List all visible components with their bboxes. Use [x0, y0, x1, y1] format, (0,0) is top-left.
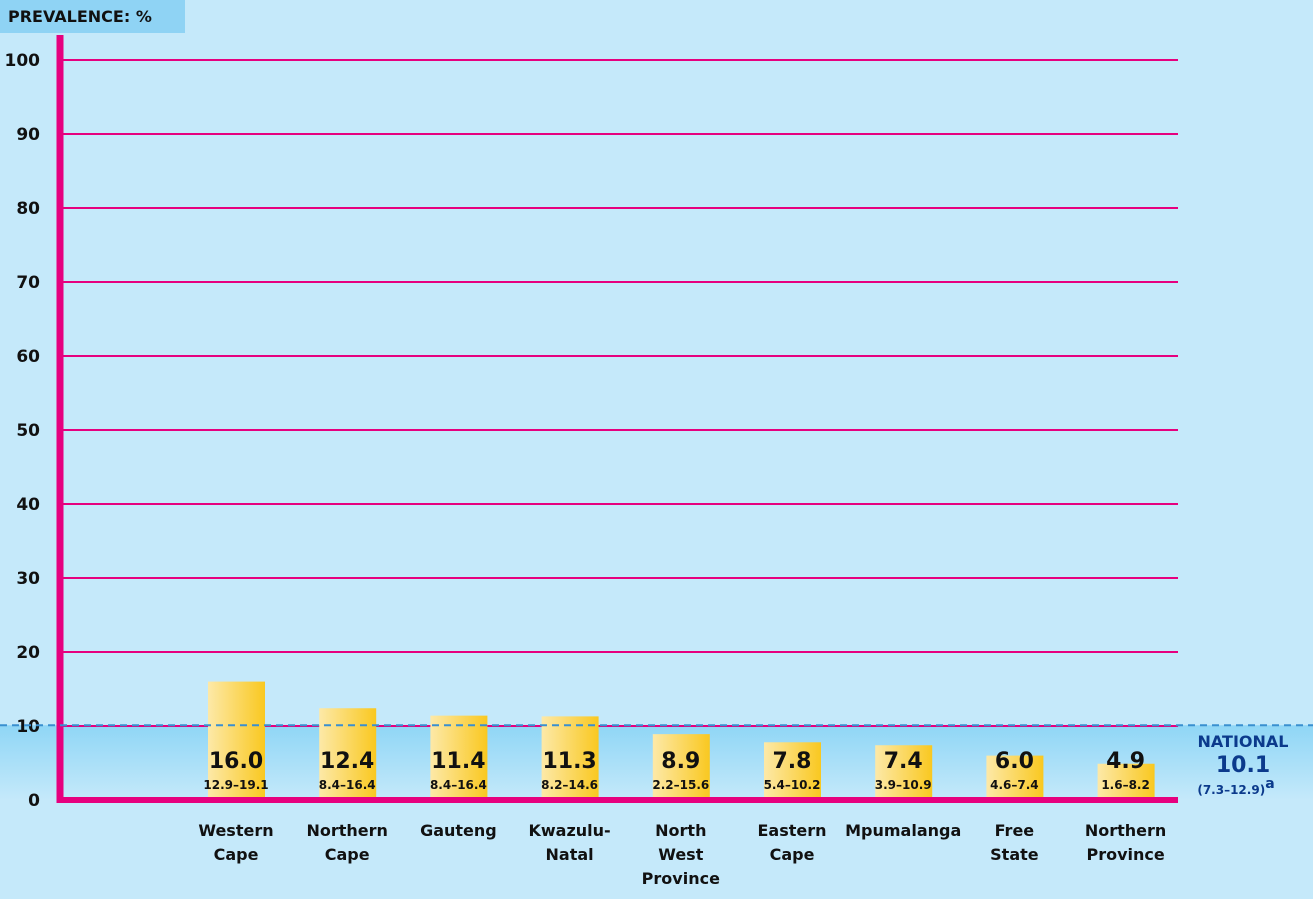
- x-tick-line: Province: [1086, 845, 1164, 864]
- value-label: 16.0: [209, 749, 263, 774]
- interval-label: 4.6–7.4: [990, 778, 1039, 792]
- interval-label: 5.4–10.2: [764, 778, 821, 792]
- bar: [986, 755, 1044, 800]
- value-label: 12.4: [320, 749, 374, 774]
- x-tick-line: Northern: [306, 821, 387, 840]
- value-label: 8.9: [661, 749, 700, 774]
- x-tick-line: Mpumalanga: [845, 821, 961, 840]
- x-tick-label: Western Cape: [198, 821, 273, 864]
- y-tick-label: 30: [16, 569, 40, 589]
- bar: [875, 745, 933, 800]
- interval-label: 8.2–14.6: [541, 778, 598, 792]
- x-tick-line: Northern: [1085, 821, 1166, 840]
- bar: [1097, 763, 1155, 800]
- national-interval: (7.3–12.9)a: [1197, 776, 1274, 797]
- x-tick-label: Kwazulu- Natal: [528, 821, 610, 864]
- title-box: [0, 0, 185, 33]
- x-tick-line: Kwazulu-: [528, 821, 610, 840]
- x-tick-line: West: [658, 845, 703, 864]
- y-tick-label: 10: [16, 717, 40, 737]
- x-tick-line: Cape: [325, 845, 370, 864]
- interval-label: 8.4–16.4: [430, 778, 487, 792]
- x-tick-line: North: [655, 821, 706, 840]
- interval-label: 8.4–16.4: [319, 778, 376, 792]
- x-tick-line: Eastern: [757, 821, 826, 840]
- interval-label: 2.2–15.6: [652, 778, 709, 792]
- national-value: 10.1: [1216, 753, 1270, 778]
- x-tick-label: Eastern Cape: [757, 821, 826, 864]
- x-tick-line: Province: [642, 869, 720, 888]
- value-label: 7.8: [773, 749, 812, 774]
- value-label: 11.4: [431, 749, 485, 774]
- y-tick-label: 50: [16, 421, 40, 441]
- x-tick-line: Cape: [214, 845, 259, 864]
- x-tick-label: North West Province: [642, 821, 720, 888]
- x-tick-line: State: [990, 845, 1039, 864]
- x-tick-line: Gauteng: [420, 821, 497, 840]
- value-label: 4.9: [1106, 749, 1145, 774]
- x-tick-line: Free: [995, 821, 1035, 840]
- value-label: 6.0: [995, 749, 1034, 774]
- bar: [764, 742, 821, 800]
- bar: [430, 715, 488, 800]
- x-tick-line: Cape: [770, 845, 815, 864]
- x-tick-label: Mpumalanga: [845, 821, 961, 840]
- x-tick-label: Gauteng: [420, 821, 497, 840]
- y-tick-label: 70: [16, 273, 40, 293]
- bar: [652, 734, 710, 800]
- bar: [208, 681, 265, 800]
- interval: (7.3–12.9): [1197, 783, 1265, 797]
- y-tick-label: 20: [16, 643, 40, 663]
- y-tick-label: 40: [16, 495, 40, 515]
- x-tick-line: Western: [198, 821, 273, 840]
- national-label: NATIONAL: [1198, 732, 1289, 751]
- y-tick-label: 0: [28, 791, 40, 811]
- interval-label: 12.9–19.1: [203, 778, 268, 792]
- x-tick-label: Northern Province: [1085, 821, 1166, 864]
- x-tick-line: Natal: [546, 845, 594, 864]
- footnote-marker: a: [1265, 776, 1274, 792]
- interval-label: 1.6–8.2: [1101, 778, 1150, 792]
- y-tick-label: 60: [16, 347, 40, 367]
- value-label: 11.3: [542, 749, 596, 774]
- x-tick-label: Free State: [990, 821, 1039, 864]
- bar: [319, 708, 377, 800]
- bar: [541, 716, 599, 800]
- chart-title: PREVALENCE: %: [8, 7, 152, 26]
- y-tick-label: 100: [5, 51, 41, 71]
- interval-label: 3.9–10.9: [875, 778, 932, 792]
- y-tick-label: 90: [16, 125, 40, 145]
- x-tick-label: Northern Cape: [306, 821, 387, 864]
- value-label: 7.4: [884, 749, 923, 774]
- y-tick-label: 80: [16, 199, 40, 219]
